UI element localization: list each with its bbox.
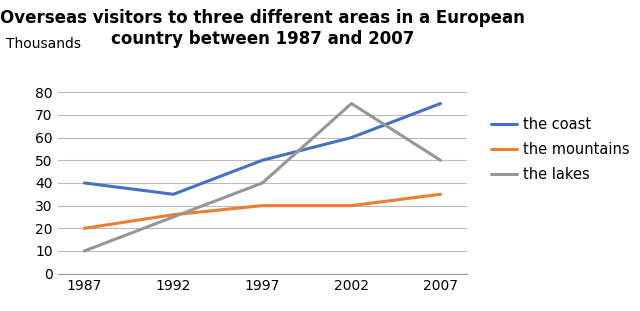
Text: Thousands: Thousands [6, 37, 81, 51]
the coast [348, 136, 355, 139]
Line: the coast: the coast [84, 104, 440, 194]
the coast [81, 181, 88, 185]
the coast [436, 102, 444, 105]
Line: the lakes: the lakes [84, 104, 440, 251]
the mountains [81, 226, 88, 230]
the lakes [348, 102, 355, 105]
the mountains [259, 204, 266, 207]
the mountains [348, 204, 355, 207]
the coast [170, 193, 177, 196]
the mountains [436, 193, 444, 196]
the mountains [170, 213, 177, 216]
the lakes [436, 158, 444, 162]
the lakes [259, 181, 266, 185]
Line: the mountains: the mountains [84, 194, 440, 228]
Legend: the coast, the mountains, the lakes: the coast, the mountains, the lakes [491, 117, 630, 183]
the lakes [170, 215, 177, 219]
Text: Overseas visitors to three different areas in a European
country between 1987 an: Overseas visitors to three different are… [0, 9, 525, 48]
the lakes [81, 249, 88, 253]
the coast [259, 158, 266, 162]
